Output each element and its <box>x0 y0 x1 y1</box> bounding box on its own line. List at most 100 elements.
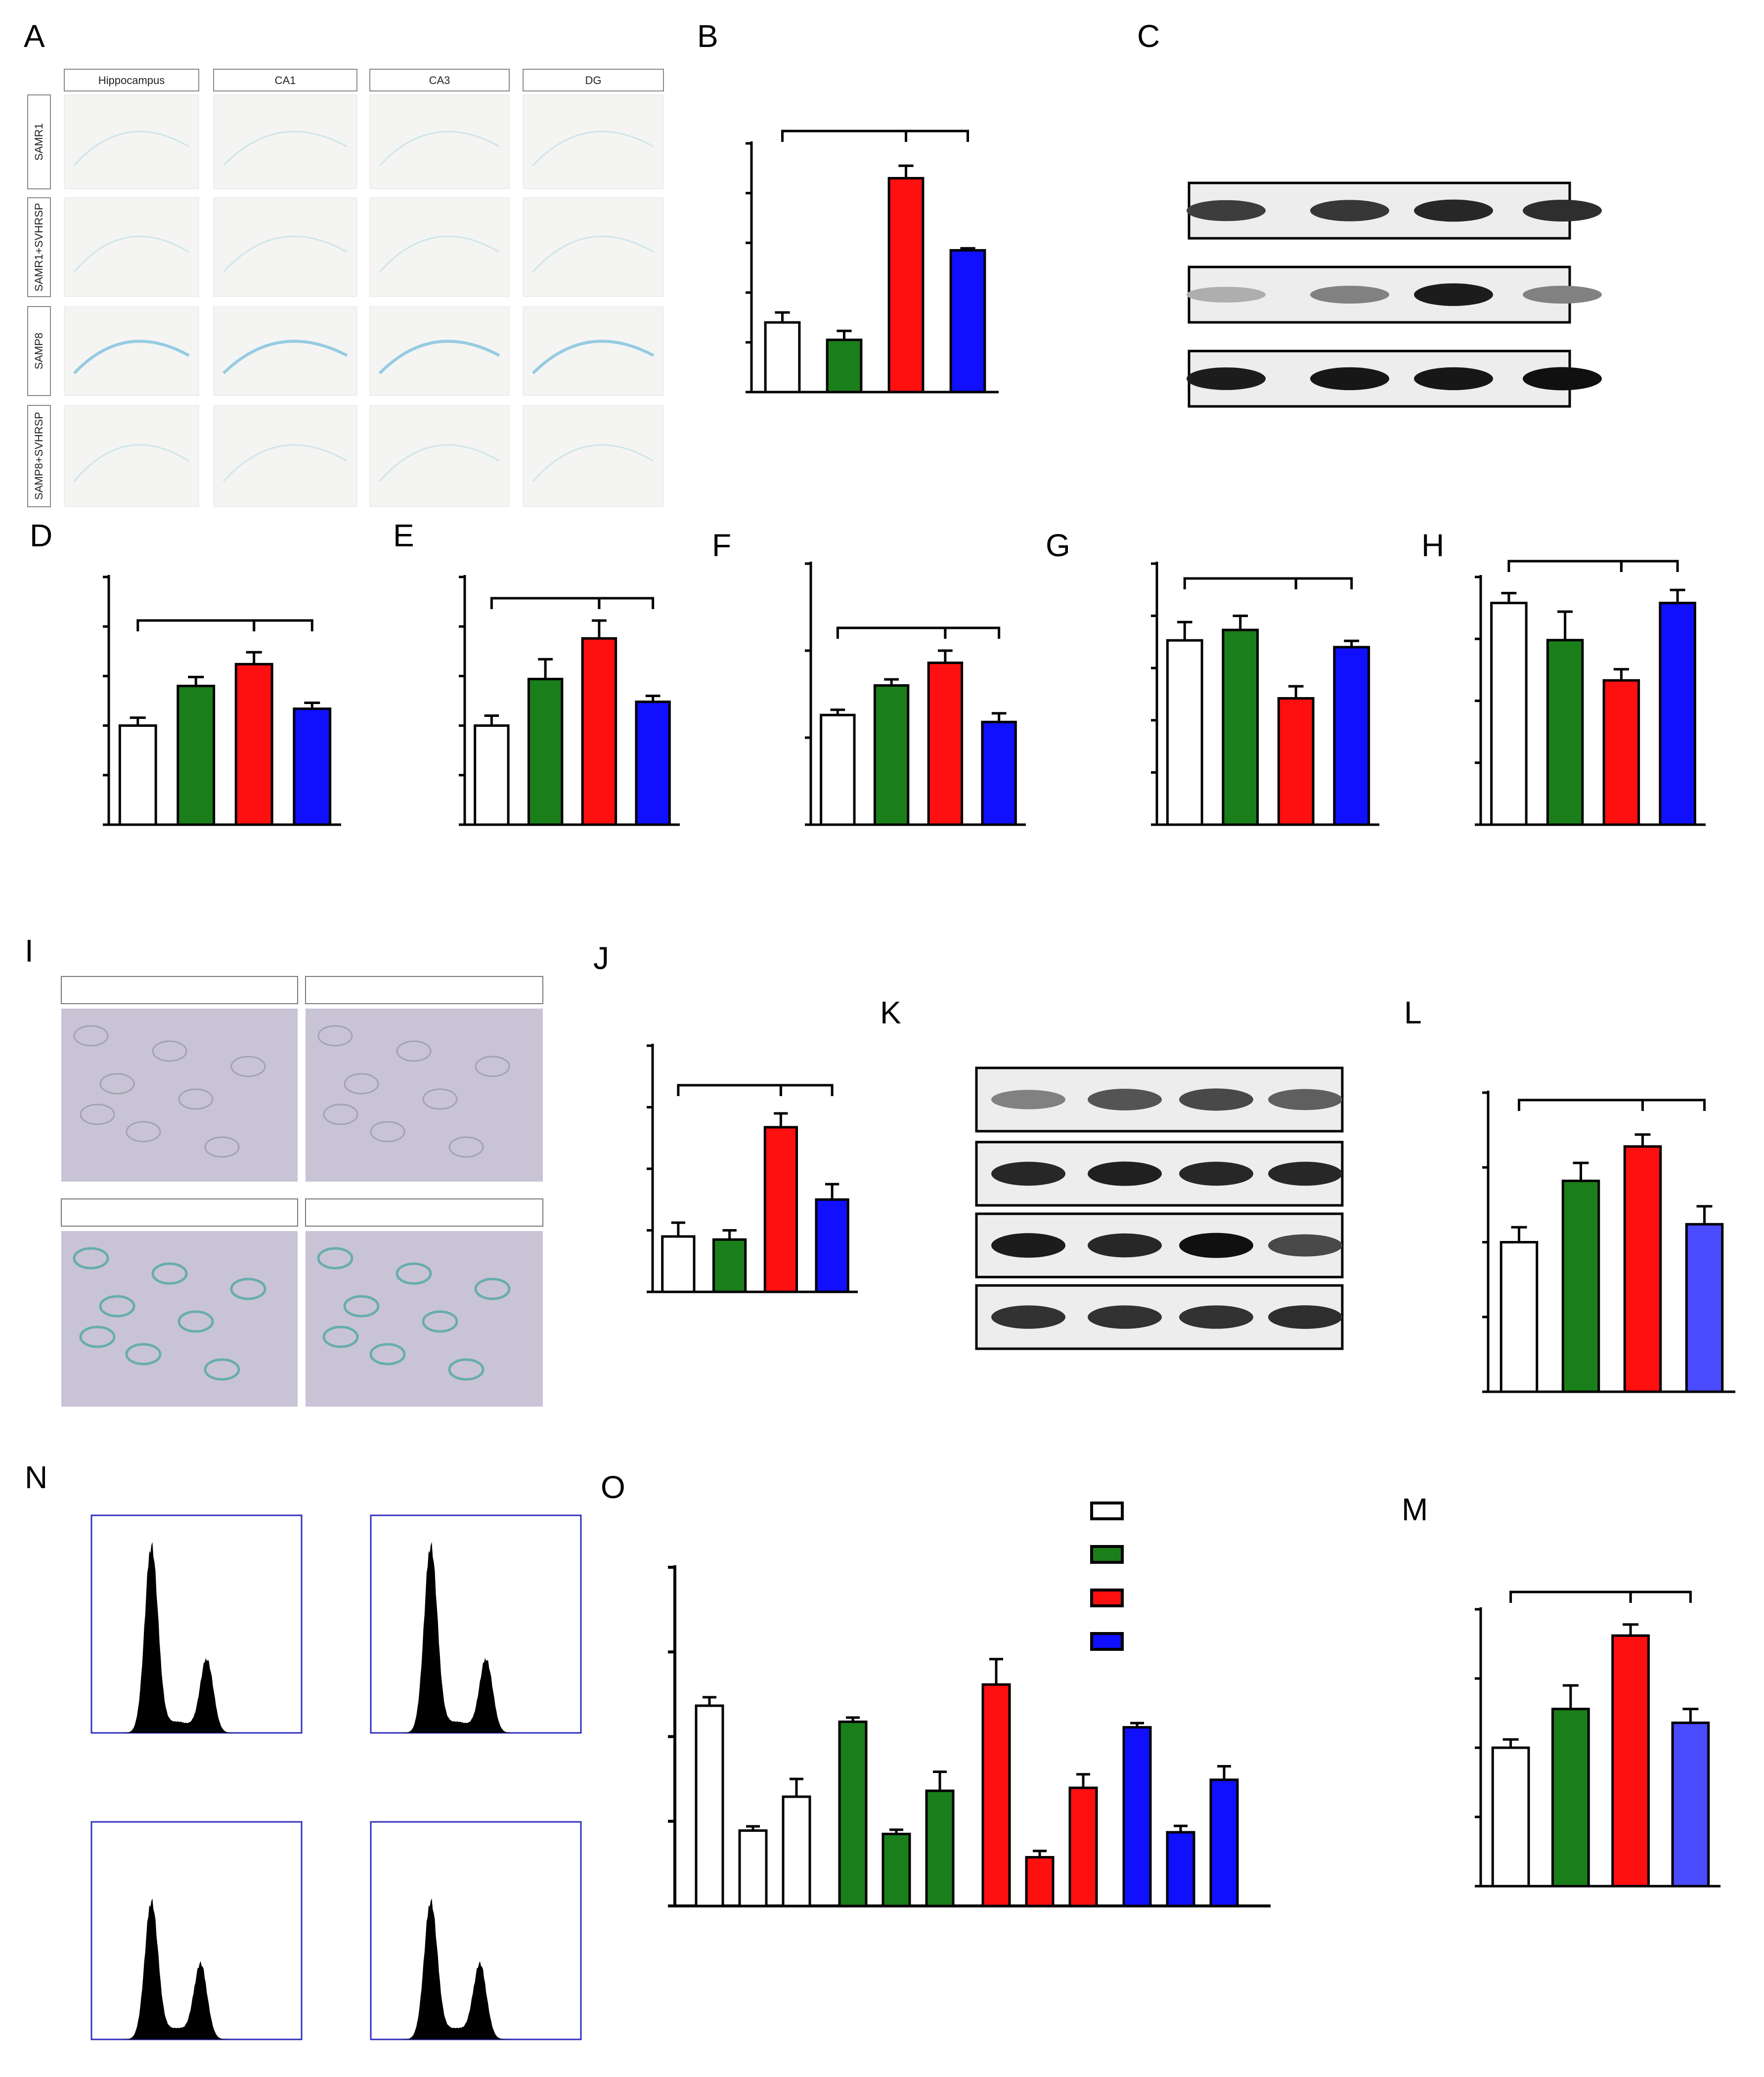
image-label-box <box>305 976 543 1004</box>
cell-outline <box>73 1025 109 1047</box>
significance-bracket <box>1620 560 1679 572</box>
legend-swatch-h-o-svhrsp <box>1090 1632 1124 1651</box>
stain-trace <box>222 235 348 273</box>
bar-samp8-svhrsp <box>1659 602 1696 826</box>
bar-samr1 <box>764 321 801 394</box>
blot-band <box>1310 367 1389 391</box>
bar-h-o-svhrsp <box>815 1198 849 1293</box>
image-label-box <box>305 1198 543 1227</box>
bar-samp8 <box>1277 697 1315 826</box>
row-label-box-samp8-svhrsp <box>27 405 51 507</box>
micrograph-0-0 <box>64 94 199 189</box>
cell-outline <box>126 1121 161 1143</box>
stain-trace <box>73 235 189 272</box>
blot-band <box>1179 1088 1253 1111</box>
bar-control-svhrsp <box>1561 1179 1600 1393</box>
histogram-frame <box>90 1514 303 1734</box>
cell-outline <box>396 1040 432 1062</box>
significance-bracket <box>1507 560 1623 572</box>
row-label-samr1-svhrsp: SAMR1+SVHRSP <box>33 203 45 291</box>
blot-band <box>1414 367 1493 391</box>
panel-letter-l: L <box>1404 995 1422 1030</box>
stain-trace <box>222 340 348 375</box>
blot-band <box>1179 1233 1253 1258</box>
bar-samp8-svhrsp <box>1333 646 1370 826</box>
micrograph-2-2 <box>369 306 510 396</box>
stain-trace <box>379 235 500 272</box>
bar-samr1 <box>1166 639 1203 826</box>
blot-band <box>1523 199 1602 222</box>
micrograph-1-3 <box>523 197 664 297</box>
blot-band <box>1179 1305 1253 1329</box>
chart-d <box>103 575 341 826</box>
cell-outline <box>448 1136 484 1158</box>
micrograph-2-1 <box>213 306 357 396</box>
panel-letter-n: N <box>25 1459 47 1495</box>
bar-samp8 <box>887 177 925 394</box>
bar-control-s <box>738 1829 768 1907</box>
blot-band <box>1187 367 1266 390</box>
bar-samp8-svhrsp <box>949 249 986 394</box>
blot-band <box>1414 283 1493 306</box>
stain-trace <box>532 235 654 273</box>
bar-h-o-g2-m <box>1068 1786 1098 1907</box>
panel-letter-d: D <box>30 518 52 553</box>
bar-samr1 <box>118 724 157 826</box>
cell-outline <box>422 1088 458 1110</box>
bar-control <box>661 1235 696 1293</box>
bar-h-o <box>1611 1634 1650 1888</box>
col-label-box-dg <box>523 69 664 91</box>
bar-samr1 <box>820 713 856 826</box>
bar-h-o-svhrsp-g0-g1 <box>1122 1726 1152 1907</box>
stain-trace <box>532 131 654 166</box>
bar-h-o-svhrsp <box>1671 1722 1710 1888</box>
blot-band <box>991 1090 1065 1109</box>
micrograph-3-0 <box>64 405 199 507</box>
blot-band <box>991 1161 1065 1186</box>
significance-bracket <box>944 626 1001 639</box>
bar-samr1-svhrsp <box>1546 639 1584 826</box>
bar-control-g0-g1 <box>695 1704 724 1907</box>
bar-samr1-svhrsp <box>527 677 564 826</box>
cell-outline <box>99 1295 135 1318</box>
cell-outline <box>177 1310 214 1333</box>
cell-outline <box>317 1247 353 1270</box>
bar-control <box>1491 1746 1530 1888</box>
cell-outline <box>422 1310 458 1333</box>
micrograph-1-1 <box>213 197 357 297</box>
significance-bracket <box>1518 1099 1644 1111</box>
cell-outline <box>475 1056 510 1077</box>
bar-samp8 <box>1602 679 1640 826</box>
cell-outline <box>152 1040 187 1062</box>
cell-outline <box>370 1121 405 1143</box>
cell-outline <box>343 1295 380 1318</box>
panel-letter-b: B <box>697 18 718 54</box>
micrograph-0-3 <box>523 94 664 189</box>
panel-letter-h: H <box>1421 528 1444 563</box>
blot-band <box>1268 1305 1342 1329</box>
histogram-frame <box>370 1514 582 1734</box>
bar-svhrsp-g2-m <box>925 1789 955 1907</box>
blot-band <box>1310 285 1389 304</box>
blot-band <box>1268 1234 1342 1257</box>
blot-band <box>1187 200 1266 221</box>
bar-control-g2-m <box>782 1795 811 1907</box>
significance-bracket <box>598 597 655 609</box>
significance-bracket <box>1641 1099 1706 1111</box>
blot-band <box>1179 1161 1253 1186</box>
significance-bracket <box>136 619 256 631</box>
bar-h-o-svhrsp <box>1685 1223 1724 1393</box>
stain-trace <box>531 340 655 375</box>
bar-h-o-g0-g1 <box>981 1683 1011 1907</box>
panel-a-micrographs: Hippocampus CA1 CA3 DG SAMR1 SAMR1+SVHRS… <box>27 69 664 507</box>
histogram-area <box>94 1898 299 2039</box>
bar-samr1-svhrsp <box>1222 628 1259 826</box>
significance-bracket <box>1509 1591 1632 1603</box>
significance-bracket <box>490 597 601 609</box>
panel-letter-m: M <box>1402 1492 1428 1527</box>
col-label-hippocampus: Hippocampus <box>98 74 165 87</box>
cell-outline <box>396 1262 432 1285</box>
legend-swatch-control <box>1090 1502 1124 1520</box>
significance-bracket <box>905 130 969 142</box>
row-label-samr1: SAMR1 <box>33 123 45 161</box>
